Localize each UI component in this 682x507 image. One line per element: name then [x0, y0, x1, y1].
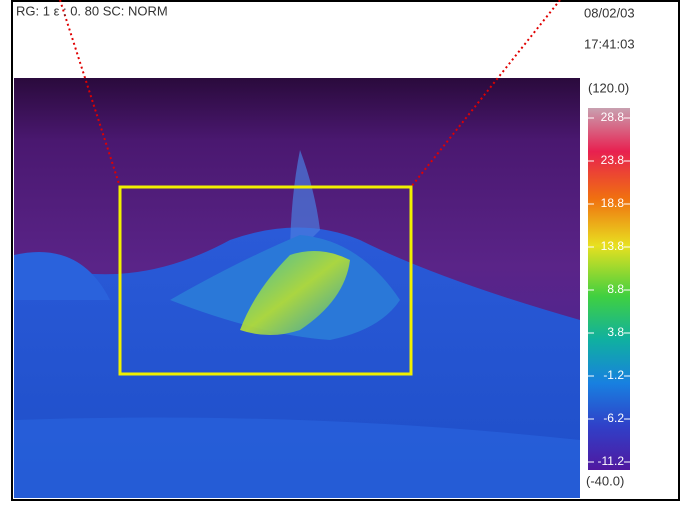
status-text: RG: 1 ε : 0. 80 SC: NORM: [16, 3, 168, 18]
tick-label: 18.8: [601, 196, 625, 210]
thermal-screen: RG: 1 ε : 0. 80 SC: NORM 08/02/03 17:41:…: [0, 0, 682, 502]
tick-label: 28.8: [601, 110, 625, 124]
time: 17:41:03: [584, 36, 635, 51]
scale-min: (-40.0): [586, 473, 624, 488]
tick-label: 13.8: [601, 239, 625, 253]
tick-label: 8.8: [607, 282, 624, 296]
tick-label: 23.8: [601, 153, 625, 167]
scale-max: (120.0): [588, 80, 629, 95]
tick-label: 3.8: [607, 325, 624, 339]
tick-label: -1.2: [603, 368, 624, 382]
date: 08/02/03: [584, 5, 635, 20]
tick-label: -11.2: [598, 454, 625, 468]
thermal-image: [14, 78, 580, 498]
tick-label: -6.2: [603, 411, 624, 425]
